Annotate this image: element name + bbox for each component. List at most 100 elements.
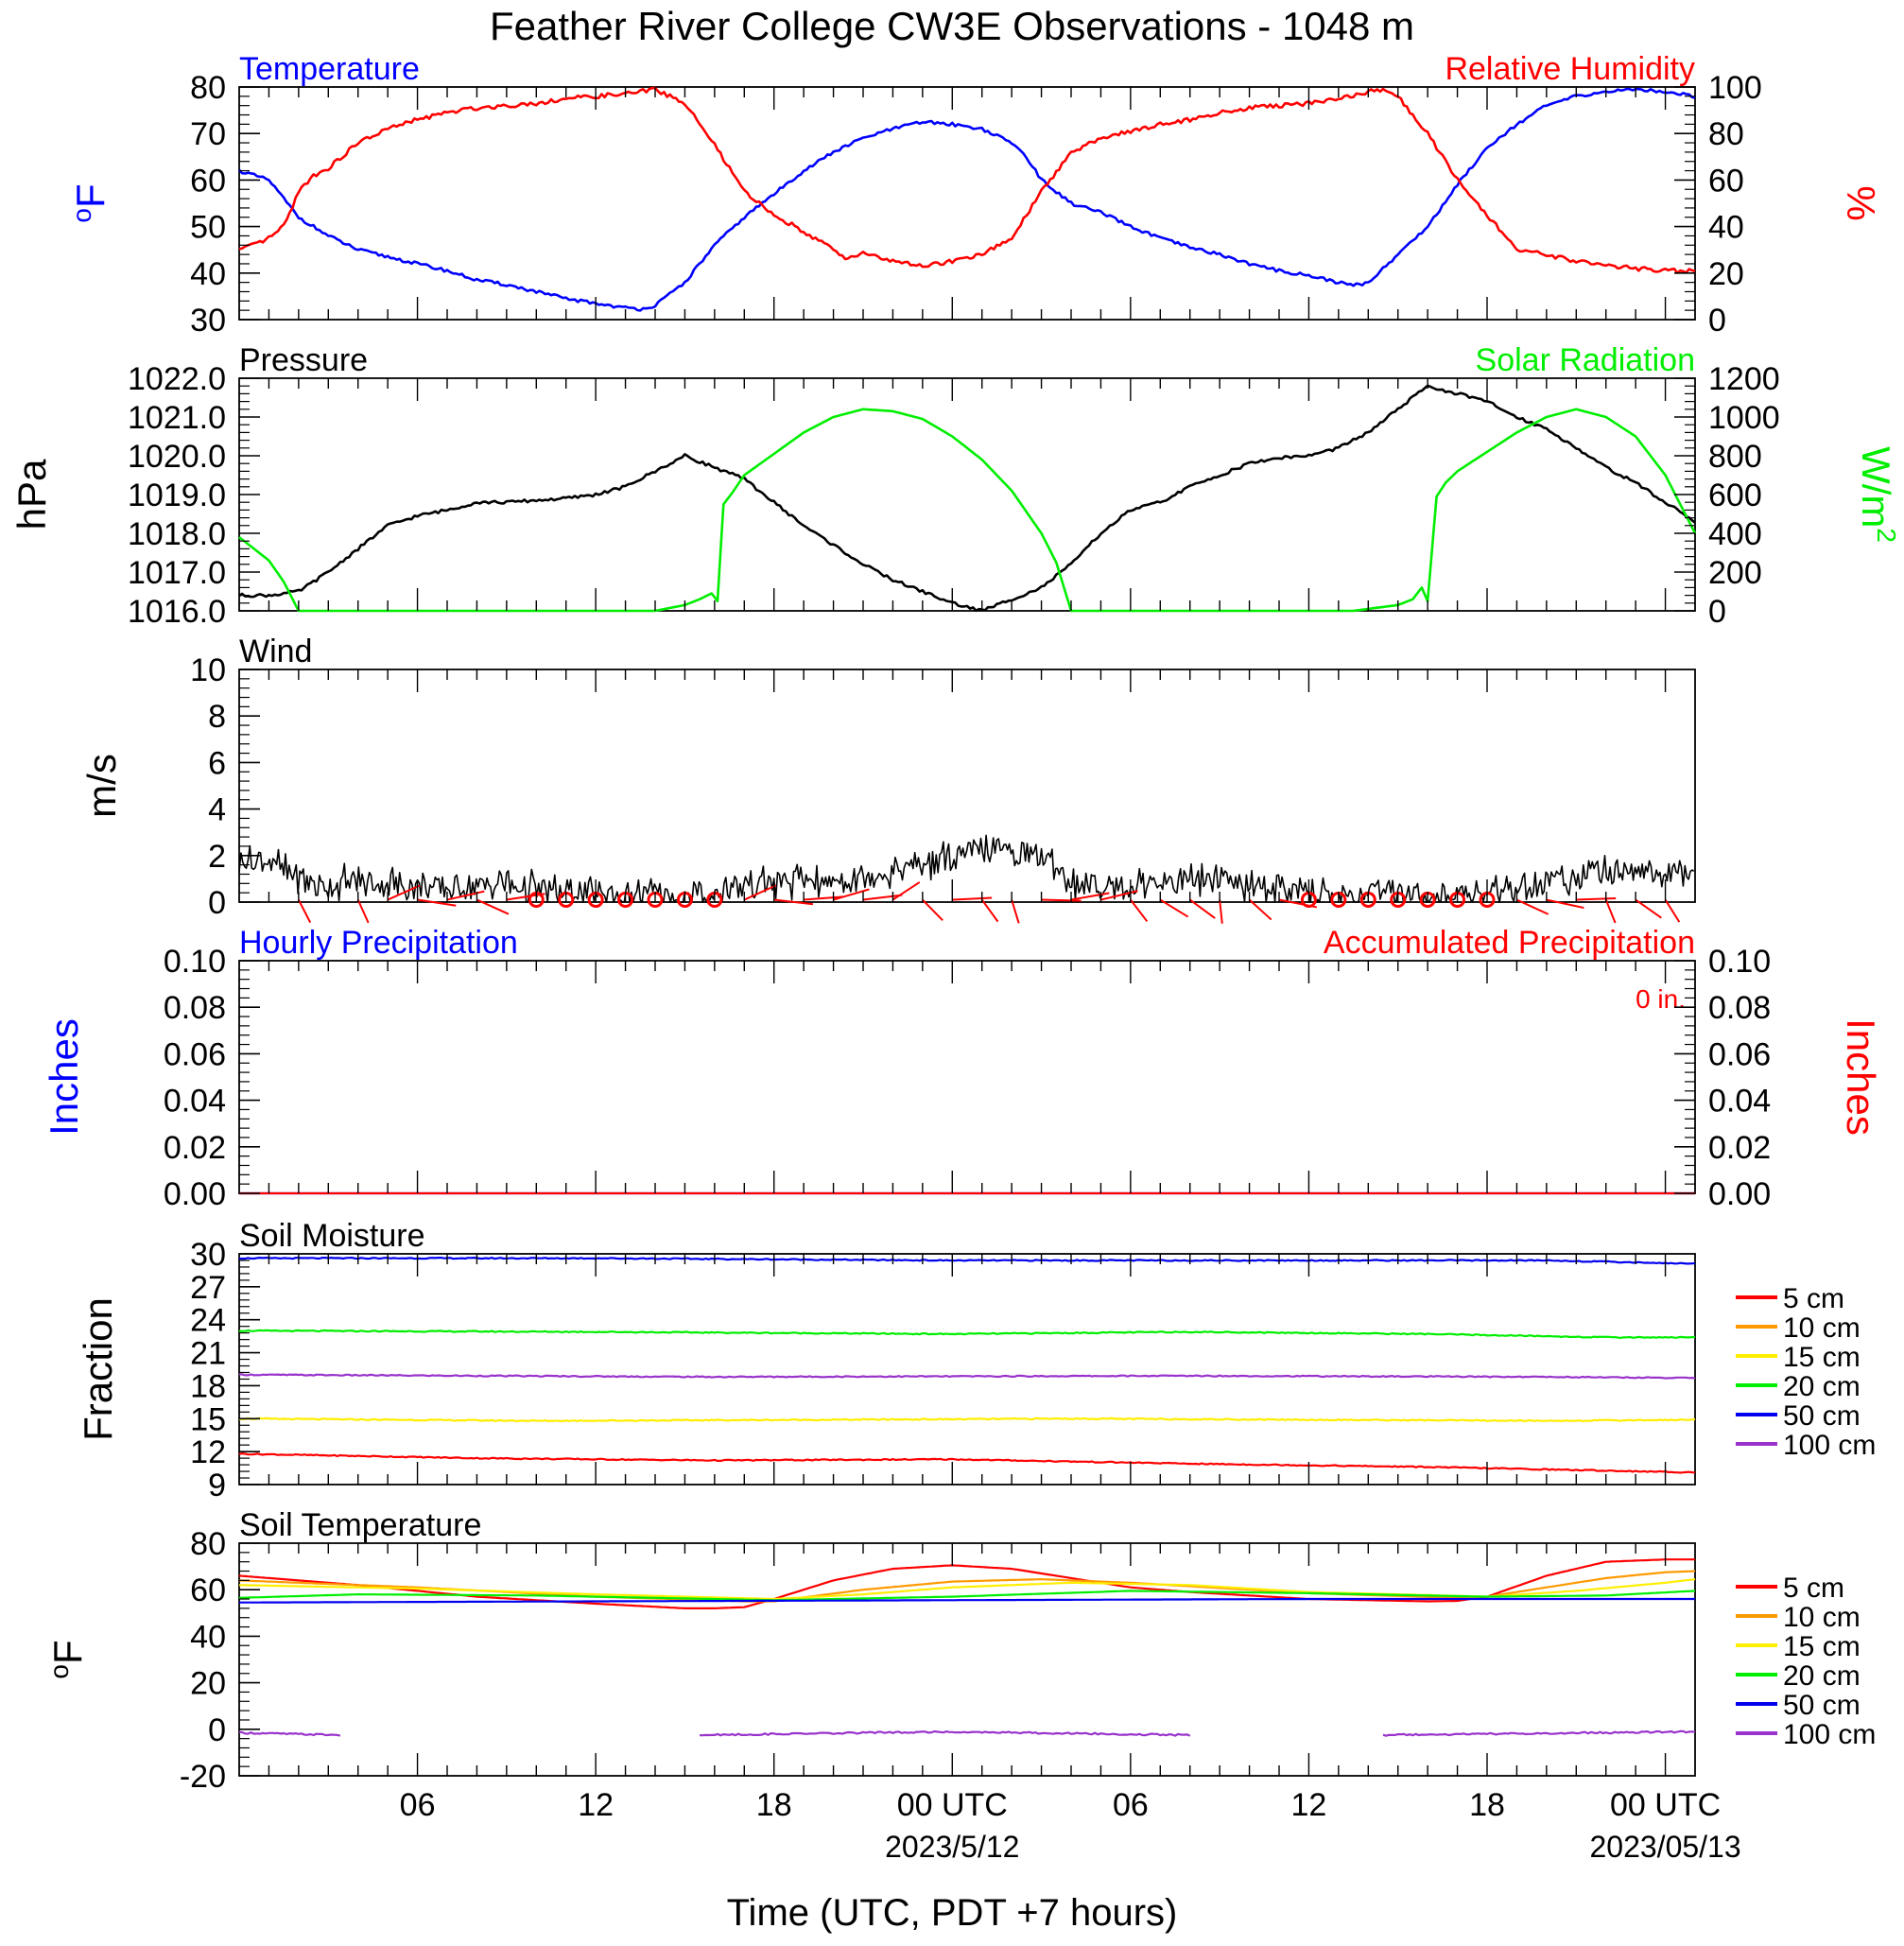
wind-barb [417,898,457,907]
left-axis-title: hPa [9,459,54,530]
series-50-cm [239,1597,1695,1604]
panel-title-right: Relative Humidity [1445,51,1695,87]
x-axis-ticks: 06 12 18 00 UTC 2023/5/12 06 12 18 00 UTC 2023/05… [268,1543,1741,1864]
wind-barb [1576,896,1617,901]
wind-barb [833,888,870,901]
series-line [238,1558,1695,1610]
right-axis-title: % [1839,185,1883,220]
y-tick-label: 1000 [1708,400,1780,436]
wind-barb [922,898,943,921]
y-tick-label: 80 [190,70,226,106]
right-y-axis-precip: 0.00 0.02 0.04 0.06 0.08 0.10 [1674,944,1771,1212]
y-tick-label: 70 [190,116,226,152]
right-axis-title: W/m2 [1854,446,1901,543]
legend-label: 20 cm [1783,1371,1861,1402]
panel-pres_solar: Pressure Solar Radiation hPa W/m2 [9,342,1901,612]
series-line [238,1256,1696,1265]
wind-barb [1189,898,1216,919]
series-5-cm [238,1558,1695,1610]
y-tick-label: 6 [208,745,226,781]
wind-barb [773,898,814,906]
wind-barb [891,881,921,901]
x-tick-label: 06 [400,1787,436,1823]
y-tick-label: 0.06 [1708,1036,1771,1072]
wind-barb [1546,898,1584,910]
series-line [1382,1729,1696,1737]
y-tick-label: 27 [190,1270,226,1306]
y-tick-label: 0.04 [1708,1084,1771,1120]
legend-label: 50 cm [1783,1400,1861,1432]
series-wind [238,834,1695,903]
y-tick-label: 1016.0 [128,594,226,630]
wind-barb [1664,899,1681,923]
left-axis-title: Inches [42,1018,86,1136]
y-tick-label: 0.10 [164,944,226,980]
y-tick-label: 4 [208,792,226,828]
y-tick-label: 20 [190,1666,226,1702]
series-line [238,1416,1696,1423]
panel-title-left: Hourly Precipitation [239,925,518,961]
panel-title-left: Pressure [239,342,368,378]
legend-label: 5 cm [1783,1572,1844,1604]
right-axis-title: Inches [1839,1018,1883,1136]
y-tick-label: 60 [1708,163,1744,199]
series-line [238,384,1696,613]
left-axis-title: oF [67,183,113,222]
x-tick-label: 18 [1469,1787,1505,1823]
plot-frame [238,1253,1696,1486]
y-tick-label: 0.10 [1708,944,1771,980]
plot-frame [238,86,1696,321]
y-tick-label: 2 [208,839,226,875]
y-tick-label: 40 [190,256,226,292]
series-line [238,87,1696,312]
panel-soil_moisture: Soil Moisture Fraction [76,1218,1696,1486]
panel-title-left: Wind [239,634,312,669]
panel-soil_temp: Soil Temperature oF [44,1507,1696,1777]
panel-precip: Hourly Precipitation Accumulated Precipit… [42,925,1883,1194]
left-y-axis-temp_rh: 30 40 50 60 70 80 [190,70,260,339]
wind-barb [297,899,312,924]
series-line [238,1730,341,1737]
wind-barb [356,899,370,924]
y-tick-label: 0.06 [164,1036,226,1072]
y-tick-label: 400 [1708,516,1762,552]
wind-barb [1248,898,1272,921]
left-y-axis-wind: 0 2 4 6 8 10 [190,652,260,921]
y-tick-label: 1019.0 [128,478,226,513]
x-tick-label: 12 [1291,1787,1327,1823]
series-100-cm [238,1729,1696,1737]
wind-barb [1516,898,1549,915]
x-tick-label: 12 [578,1787,614,1823]
series-line [238,1329,1696,1339]
y-tick-label: 30 [190,303,226,339]
y-tick-label: 0 [1708,303,1726,339]
wind-barb [804,895,843,901]
y-tick-label: 9 [208,1468,226,1503]
left-axis-title: Fraction [76,1297,120,1441]
wind-barb [1604,899,1617,924]
y-tick-label: 80 [1708,116,1744,152]
series-line [238,1373,1696,1380]
series-line [238,86,1696,274]
legend-label: 100 cm [1783,1719,1876,1750]
series-relative-humidity [238,86,1696,274]
legend-label: 10 cm [1783,1312,1861,1344]
series-line [239,1597,1695,1604]
y-tick-label: 600 [1708,478,1762,513]
panel-title-left: Soil Temperature [239,1507,481,1543]
y-tick-label: 60 [190,1572,226,1608]
panel-temp_rh: Temperature Relative Humidity oF% [67,51,1883,321]
y-tick-label: 0.02 [164,1130,226,1166]
panel-title-left: Temperature [239,51,420,87]
panel-wind: Wind m/s [79,634,1696,903]
panel-title-right: Solar Radiation [1476,342,1695,378]
y-tick-label: 800 [1708,439,1762,475]
y-tick-label: 100 [1708,70,1762,106]
series-solar-radiation [238,408,1697,613]
y-tick-label: 0 [208,885,226,921]
x-tick-label: 00 UTC [897,1787,1008,1823]
